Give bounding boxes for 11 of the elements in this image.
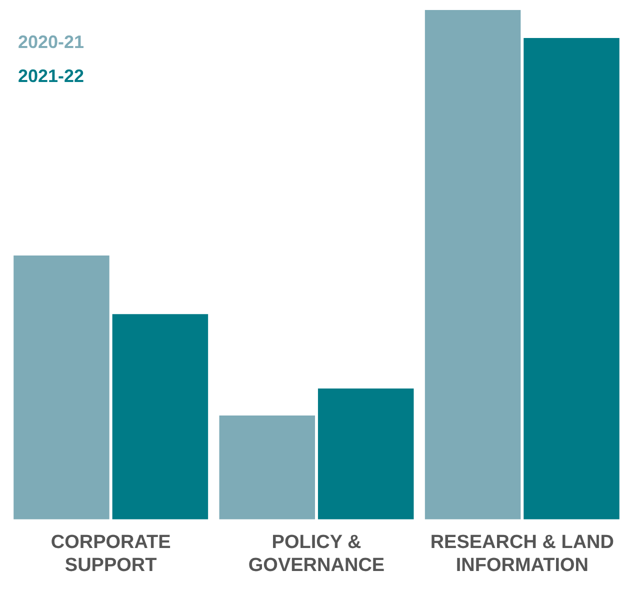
x-tick-label: CORPORATE SUPPORT xyxy=(50,532,171,576)
bar xyxy=(219,415,316,520)
x-tick-label: POLICY & GOVERNANCE xyxy=(248,532,385,576)
bar xyxy=(424,10,521,520)
bar xyxy=(112,314,208,520)
bar xyxy=(14,256,110,520)
text: 2020-21 xyxy=(18,32,84,53)
bar xyxy=(318,388,414,520)
text: 2021-22 xyxy=(18,66,84,87)
x-tick-label: RESEARCH & LAND INFORMATION xyxy=(430,532,614,576)
bar xyxy=(524,38,620,520)
